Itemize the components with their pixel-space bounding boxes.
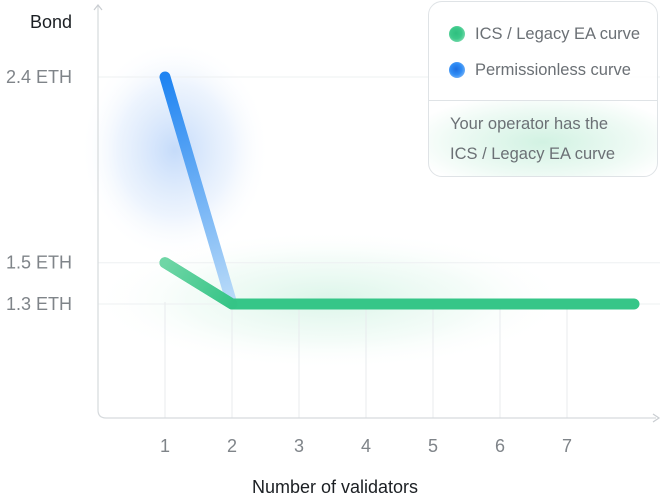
legend: ICS / Legacy EA curve Permissionless cur… xyxy=(428,1,658,177)
permissionless-glow xyxy=(80,40,270,260)
axis-lines xyxy=(97,6,656,419)
legend-ics-dot-icon xyxy=(449,26,465,42)
x-axis-title: Number of validators xyxy=(252,477,418,497)
x-tick-label: 1 xyxy=(160,436,170,456)
series-layer xyxy=(159,71,640,310)
axis-layer xyxy=(93,4,661,423)
x-tick-label: 5 xyxy=(428,436,438,456)
y-tick-label: 1.3 ETH xyxy=(6,294,72,314)
legend-ics-label: ICS / Legacy EA curve xyxy=(475,24,641,43)
permissionless-curve-line xyxy=(159,71,238,310)
legend-permissionless-dot-icon xyxy=(449,62,465,78)
x-tick-label: 6 xyxy=(495,436,505,456)
y-tick-label: 2.4 ETH xyxy=(6,67,72,87)
operator-curve-note-text: Your operator has the ICS / Legacy EA cu… xyxy=(450,115,616,163)
x-tick-label: 4 xyxy=(361,436,371,456)
y-axis-arrow-icon xyxy=(93,4,103,11)
y-tick-label: 1.5 ETH xyxy=(6,253,72,273)
legend-divider xyxy=(429,100,657,101)
legend-permissionless-label: Permissionless curve xyxy=(475,60,631,79)
x-tick-label: 7 xyxy=(562,436,572,456)
legend-item-ics: ICS / Legacy EA curve xyxy=(449,22,640,46)
x-axis-arrow-icon xyxy=(652,413,661,423)
operator-curve-note: Your operator has the ICS / Legacy EA cu… xyxy=(429,101,657,176)
ics-curve-slope xyxy=(159,257,238,310)
y-axis-title: Bond xyxy=(30,12,72,32)
x-tick-label: 2 xyxy=(227,436,237,456)
x-tick-label: 3 xyxy=(294,436,304,456)
legend-item-permissionless: Permissionless curve xyxy=(449,58,631,82)
label-layer: 1.3 ETH 1.5 ETH 2.4 ETH 1 2 3 4 5 6 7 Bond Number o… xyxy=(6,12,572,497)
